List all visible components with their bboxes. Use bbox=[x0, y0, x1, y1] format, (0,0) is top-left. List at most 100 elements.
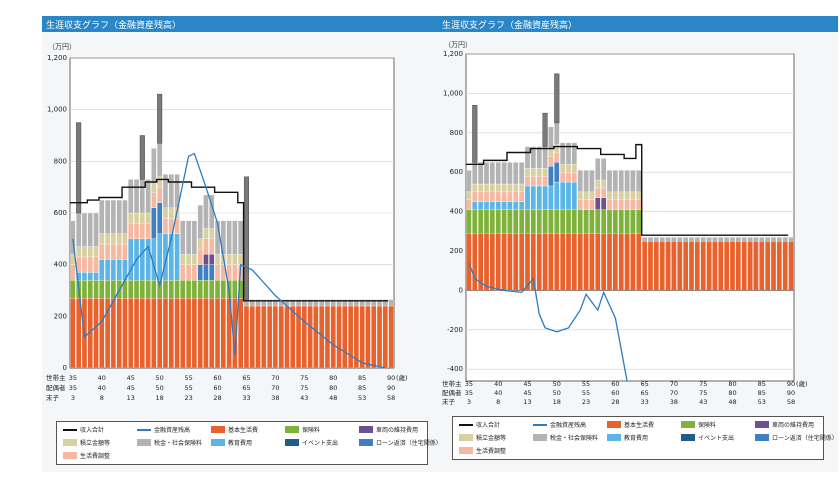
bar-basic bbox=[548, 233, 554, 291]
x-tick-label: 85 bbox=[358, 384, 366, 392]
bar-tax bbox=[110, 199, 117, 234]
legend-swatch bbox=[359, 426, 373, 433]
bar-tax bbox=[99, 199, 105, 234]
bar-car bbox=[203, 254, 209, 265]
bar-insurance bbox=[548, 209, 554, 234]
bar-basic bbox=[284, 305, 290, 369]
bar-insurance bbox=[559, 209, 566, 234]
chart-svg-left: 0 200 400 600 800 1,000 1,200 世帯主 35 40 45 50 55 60 65… bbox=[46, 54, 408, 402]
bar-tax bbox=[723, 237, 730, 242]
bar-living bbox=[104, 243, 111, 260]
bar-basic bbox=[466, 233, 472, 291]
bar-living bbox=[612, 199, 619, 210]
legend-label: 保険料 bbox=[698, 422, 717, 429]
bar-tax bbox=[483, 162, 490, 185]
bar-basic bbox=[759, 240, 765, 291]
bar-basic bbox=[712, 240, 718, 291]
bar-tax bbox=[180, 220, 186, 255]
bar-savings bbox=[76, 246, 82, 258]
bar-basic bbox=[307, 305, 313, 369]
bar-savings bbox=[600, 179, 607, 189]
bar-basic bbox=[342, 305, 348, 369]
bar-savings bbox=[624, 191, 630, 200]
legend-label: 積立金額等 bbox=[80, 440, 111, 447]
bar-basic bbox=[290, 305, 296, 369]
bar-savings bbox=[530, 168, 537, 177]
x-tick-label: 53 bbox=[758, 398, 766, 406]
bar-basic bbox=[665, 240, 671, 291]
bar-insurance bbox=[624, 209, 630, 234]
x-tick-label: 90 bbox=[387, 374, 395, 382]
bar-insurance bbox=[542, 209, 548, 234]
bar-basic bbox=[185, 298, 192, 369]
age-row-label: 末子 bbox=[46, 393, 60, 402]
bar-basic bbox=[706, 240, 712, 291]
bar-education bbox=[524, 185, 531, 210]
bar-education bbox=[81, 272, 88, 281]
bar-savings bbox=[139, 212, 145, 224]
bar-basic bbox=[630, 233, 636, 291]
bar-insurance bbox=[600, 209, 607, 234]
bar-basic bbox=[647, 240, 654, 291]
bar-living bbox=[548, 156, 554, 167]
bar-savings bbox=[630, 191, 636, 200]
bar-basic bbox=[388, 305, 394, 369]
bar-insurance bbox=[191, 280, 198, 299]
y-tick-label: 0 bbox=[459, 286, 463, 294]
y-tick-label: 1,200 bbox=[47, 54, 67, 62]
bar-living bbox=[128, 223, 134, 239]
y-tick-label: 600 bbox=[54, 209, 67, 217]
bar-savings bbox=[151, 181, 157, 193]
bar-tax bbox=[682, 237, 689, 242]
bar-insurance bbox=[185, 280, 192, 299]
bar-basic bbox=[261, 305, 267, 369]
legend-left: 収入合計 金融資産残高 基本生活費 保険料 車両の維持費用 積立金額等 税金・社会保険料 教育… bbox=[56, 421, 442, 465]
y-tick-label: 400 bbox=[450, 208, 463, 216]
bar-living bbox=[530, 175, 537, 187]
bar-tax bbox=[671, 237, 677, 242]
bar-insurance bbox=[554, 209, 560, 234]
bar-insurance bbox=[93, 280, 99, 299]
bar-tax bbox=[290, 299, 296, 307]
bar-tax bbox=[589, 170, 595, 193]
x-tick-label: 85 bbox=[758, 389, 766, 397]
bar-basic bbox=[365, 305, 371, 369]
bar-tax bbox=[583, 170, 589, 193]
bar-basic bbox=[116, 298, 122, 369]
bar-tax bbox=[477, 162, 484, 185]
bar-living bbox=[70, 264, 76, 281]
bar-savings bbox=[571, 164, 578, 173]
bar-basic bbox=[565, 233, 572, 291]
income-line bbox=[70, 178, 389, 302]
x-tick-label: 58 bbox=[787, 398, 795, 406]
legend-label: ローン返済（住宅関係） bbox=[376, 440, 442, 447]
bar-living bbox=[600, 187, 607, 198]
bar-insurance bbox=[530, 209, 537, 234]
x-tick-label: 70 bbox=[271, 384, 279, 392]
bar-savings bbox=[518, 183, 525, 193]
bar-tax bbox=[174, 174, 180, 208]
bar-tax bbox=[70, 220, 76, 255]
bar-education bbox=[495, 201, 501, 210]
bar-loan bbox=[157, 202, 163, 234]
bar-basic bbox=[162, 298, 169, 369]
legend-swatch bbox=[459, 423, 473, 426]
legend-swatch bbox=[137, 439, 151, 446]
bar-education bbox=[483, 201, 490, 210]
bar-savings bbox=[513, 183, 519, 193]
bar-basic bbox=[694, 240, 701, 291]
bar-insurance bbox=[145, 280, 151, 299]
bar-tax bbox=[330, 299, 336, 307]
bar-tax bbox=[365, 299, 371, 307]
bar-savings bbox=[203, 228, 209, 239]
bar-tax bbox=[524, 146, 531, 169]
bar-spike bbox=[243, 176, 249, 300]
x-tick-label: 40 bbox=[98, 384, 106, 392]
legend-label: 収入合計 bbox=[80, 427, 105, 434]
bar-living bbox=[151, 192, 157, 208]
legend-label: 積立金額等 bbox=[476, 435, 507, 442]
legend-item-income: 収入合計 bbox=[459, 420, 500, 429]
bar-spike bbox=[76, 122, 82, 214]
bar-insurance bbox=[168, 280, 174, 299]
legend-label: 基本生活費 bbox=[624, 422, 655, 429]
